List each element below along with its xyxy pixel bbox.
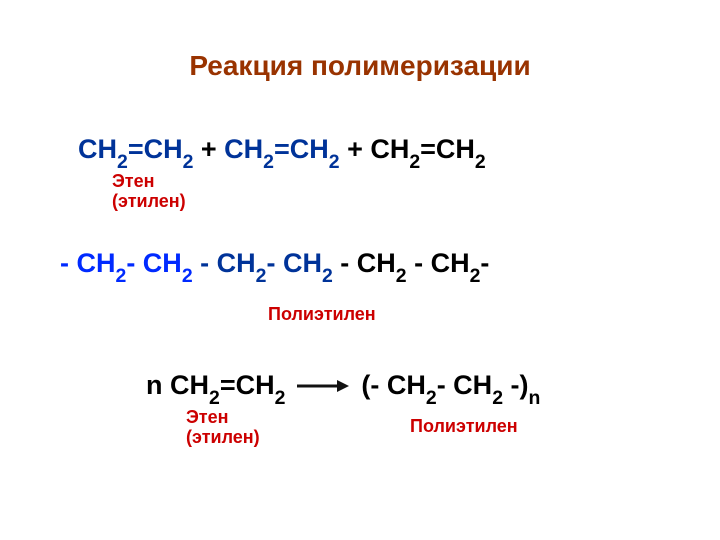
ethene-label-1: Этен(этилен) bbox=[112, 172, 186, 212]
reaction-equation: n CH2=CH2 (- CH2- CH2 -)n bbox=[146, 370, 540, 406]
monomers-line: CH2=CH2 + CH2=CH2 + CH2=CH2 bbox=[78, 134, 486, 170]
ethene-label-2: Этен(этилен) bbox=[186, 408, 260, 448]
product: (- CH2- CH2 -)n bbox=[361, 370, 540, 400]
polymer-chain-line: - CH2- CH2 - CH2- CH2 - CH2 - CH2- bbox=[60, 248, 489, 284]
arrow-icon bbox=[295, 371, 351, 402]
reactant: n CH2=CH2 bbox=[146, 370, 285, 400]
polyethylene-label-1: Полиэтилен bbox=[268, 304, 376, 325]
page-title: Реакция полимеризации bbox=[0, 50, 720, 82]
polyethylene-label-2: Полиэтилен bbox=[410, 416, 518, 437]
